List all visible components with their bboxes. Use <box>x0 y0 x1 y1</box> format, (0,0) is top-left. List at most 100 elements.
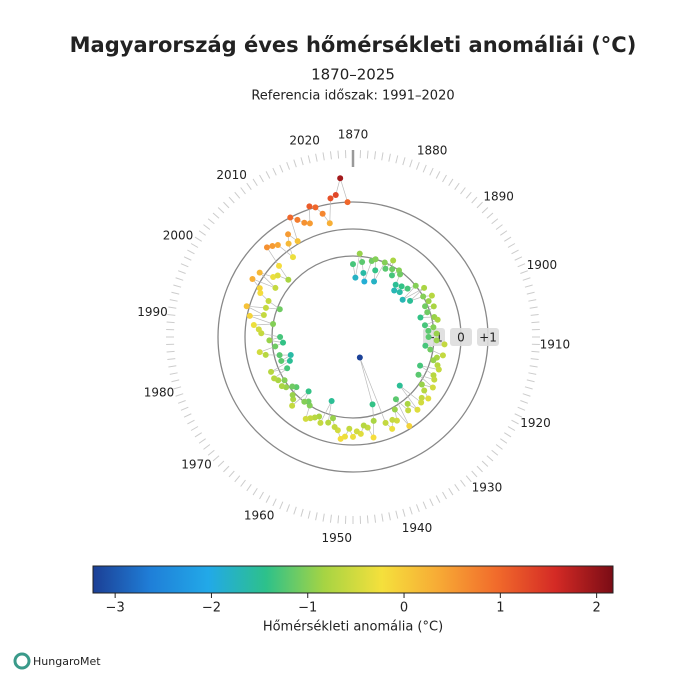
year-tick <box>530 358 539 361</box>
data-point <box>431 376 438 383</box>
year-tick <box>307 155 311 164</box>
data-point <box>356 354 363 361</box>
year-tick <box>329 514 332 523</box>
data-point <box>278 383 285 390</box>
data-point <box>263 244 270 251</box>
year-label: 1870 <box>338 128 369 142</box>
ring-label: 0 <box>457 331 465 345</box>
data-point <box>286 357 293 364</box>
year-tick <box>286 504 290 513</box>
year-tick <box>198 438 206 444</box>
data-point <box>435 366 442 373</box>
data-point <box>421 284 428 291</box>
year-tick <box>366 515 369 524</box>
year-tick <box>442 491 447 500</box>
data-point <box>331 423 338 430</box>
year-tick <box>529 306 538 309</box>
data-point <box>306 220 313 227</box>
year-tick <box>460 479 466 487</box>
data-point <box>260 312 267 319</box>
year-tick <box>190 243 199 248</box>
year-tick <box>198 230 206 236</box>
year-tick <box>374 151 377 160</box>
year-tick <box>500 230 508 236</box>
data-point <box>289 383 296 390</box>
year-tick <box>171 291 180 295</box>
data-point <box>305 388 312 395</box>
year-tick <box>454 182 460 190</box>
data-point <box>404 400 411 407</box>
year-tick <box>194 432 202 438</box>
year-tick <box>171 379 180 383</box>
year-label: 1910 <box>540 338 571 352</box>
year-tick <box>465 475 472 483</box>
year-tick <box>517 406 526 411</box>
data-point <box>257 290 264 297</box>
year-tick <box>252 178 258 186</box>
data-point <box>369 401 376 408</box>
year-tick <box>422 501 427 510</box>
logo-icon <box>13 652 31 670</box>
year-tick <box>252 488 258 496</box>
data-point <box>327 195 334 202</box>
data-point <box>392 396 399 403</box>
year-tick <box>448 488 454 496</box>
year-label: 1950 <box>321 531 352 545</box>
year-tick <box>190 426 199 431</box>
data-point <box>353 428 360 435</box>
year-tick <box>168 306 177 309</box>
data-point <box>350 433 356 440</box>
logo: HungaroMet <box>33 655 101 668</box>
year-tick <box>300 157 304 166</box>
data-point <box>433 330 440 337</box>
year-tick <box>228 196 235 204</box>
ring-label-box <box>477 328 499 346</box>
year-label: 2000 <box>163 229 194 243</box>
data-point <box>276 352 283 359</box>
data-point <box>249 275 256 282</box>
year-tick <box>491 218 499 225</box>
data-point <box>243 303 250 310</box>
year-label: 1940 <box>402 521 433 535</box>
data-point <box>272 343 279 350</box>
data-point <box>284 365 291 372</box>
year-tick <box>300 508 304 517</box>
colorbar-tick-label: −3 <box>106 601 125 616</box>
data-point <box>372 256 379 263</box>
year-tick <box>495 224 503 230</box>
year-tick <box>272 498 277 507</box>
data-point <box>399 296 406 303</box>
data-point <box>256 285 263 292</box>
year-tick <box>395 510 399 519</box>
data-point <box>360 270 367 277</box>
data-point <box>430 357 437 364</box>
data-point <box>268 368 275 375</box>
year-label: 1900 <box>527 258 558 272</box>
year-tick <box>207 449 215 456</box>
year-tick <box>272 167 277 176</box>
year-tick <box>279 164 284 173</box>
year-tick <box>504 236 512 242</box>
data-point <box>429 384 436 391</box>
data-point <box>262 304 269 311</box>
data-point <box>287 352 294 359</box>
data-point <box>393 417 400 424</box>
year-tick <box>187 419 195 425</box>
data-point <box>256 349 263 356</box>
colorbar-tick-label: −2 <box>202 601 221 616</box>
year-tick <box>315 512 318 521</box>
data-point <box>302 415 309 422</box>
year-tick <box>286 161 290 170</box>
year-tick <box>530 313 539 316</box>
data-point <box>427 346 434 353</box>
data-point <box>280 339 287 346</box>
data-point <box>359 258 366 265</box>
data-point <box>329 415 336 422</box>
data-point <box>301 219 308 226</box>
data-point <box>266 337 273 344</box>
data-point <box>352 274 359 281</box>
year-tick <box>166 350 175 353</box>
year-tick <box>511 419 519 425</box>
data-point <box>337 435 344 442</box>
data-point <box>391 406 398 413</box>
